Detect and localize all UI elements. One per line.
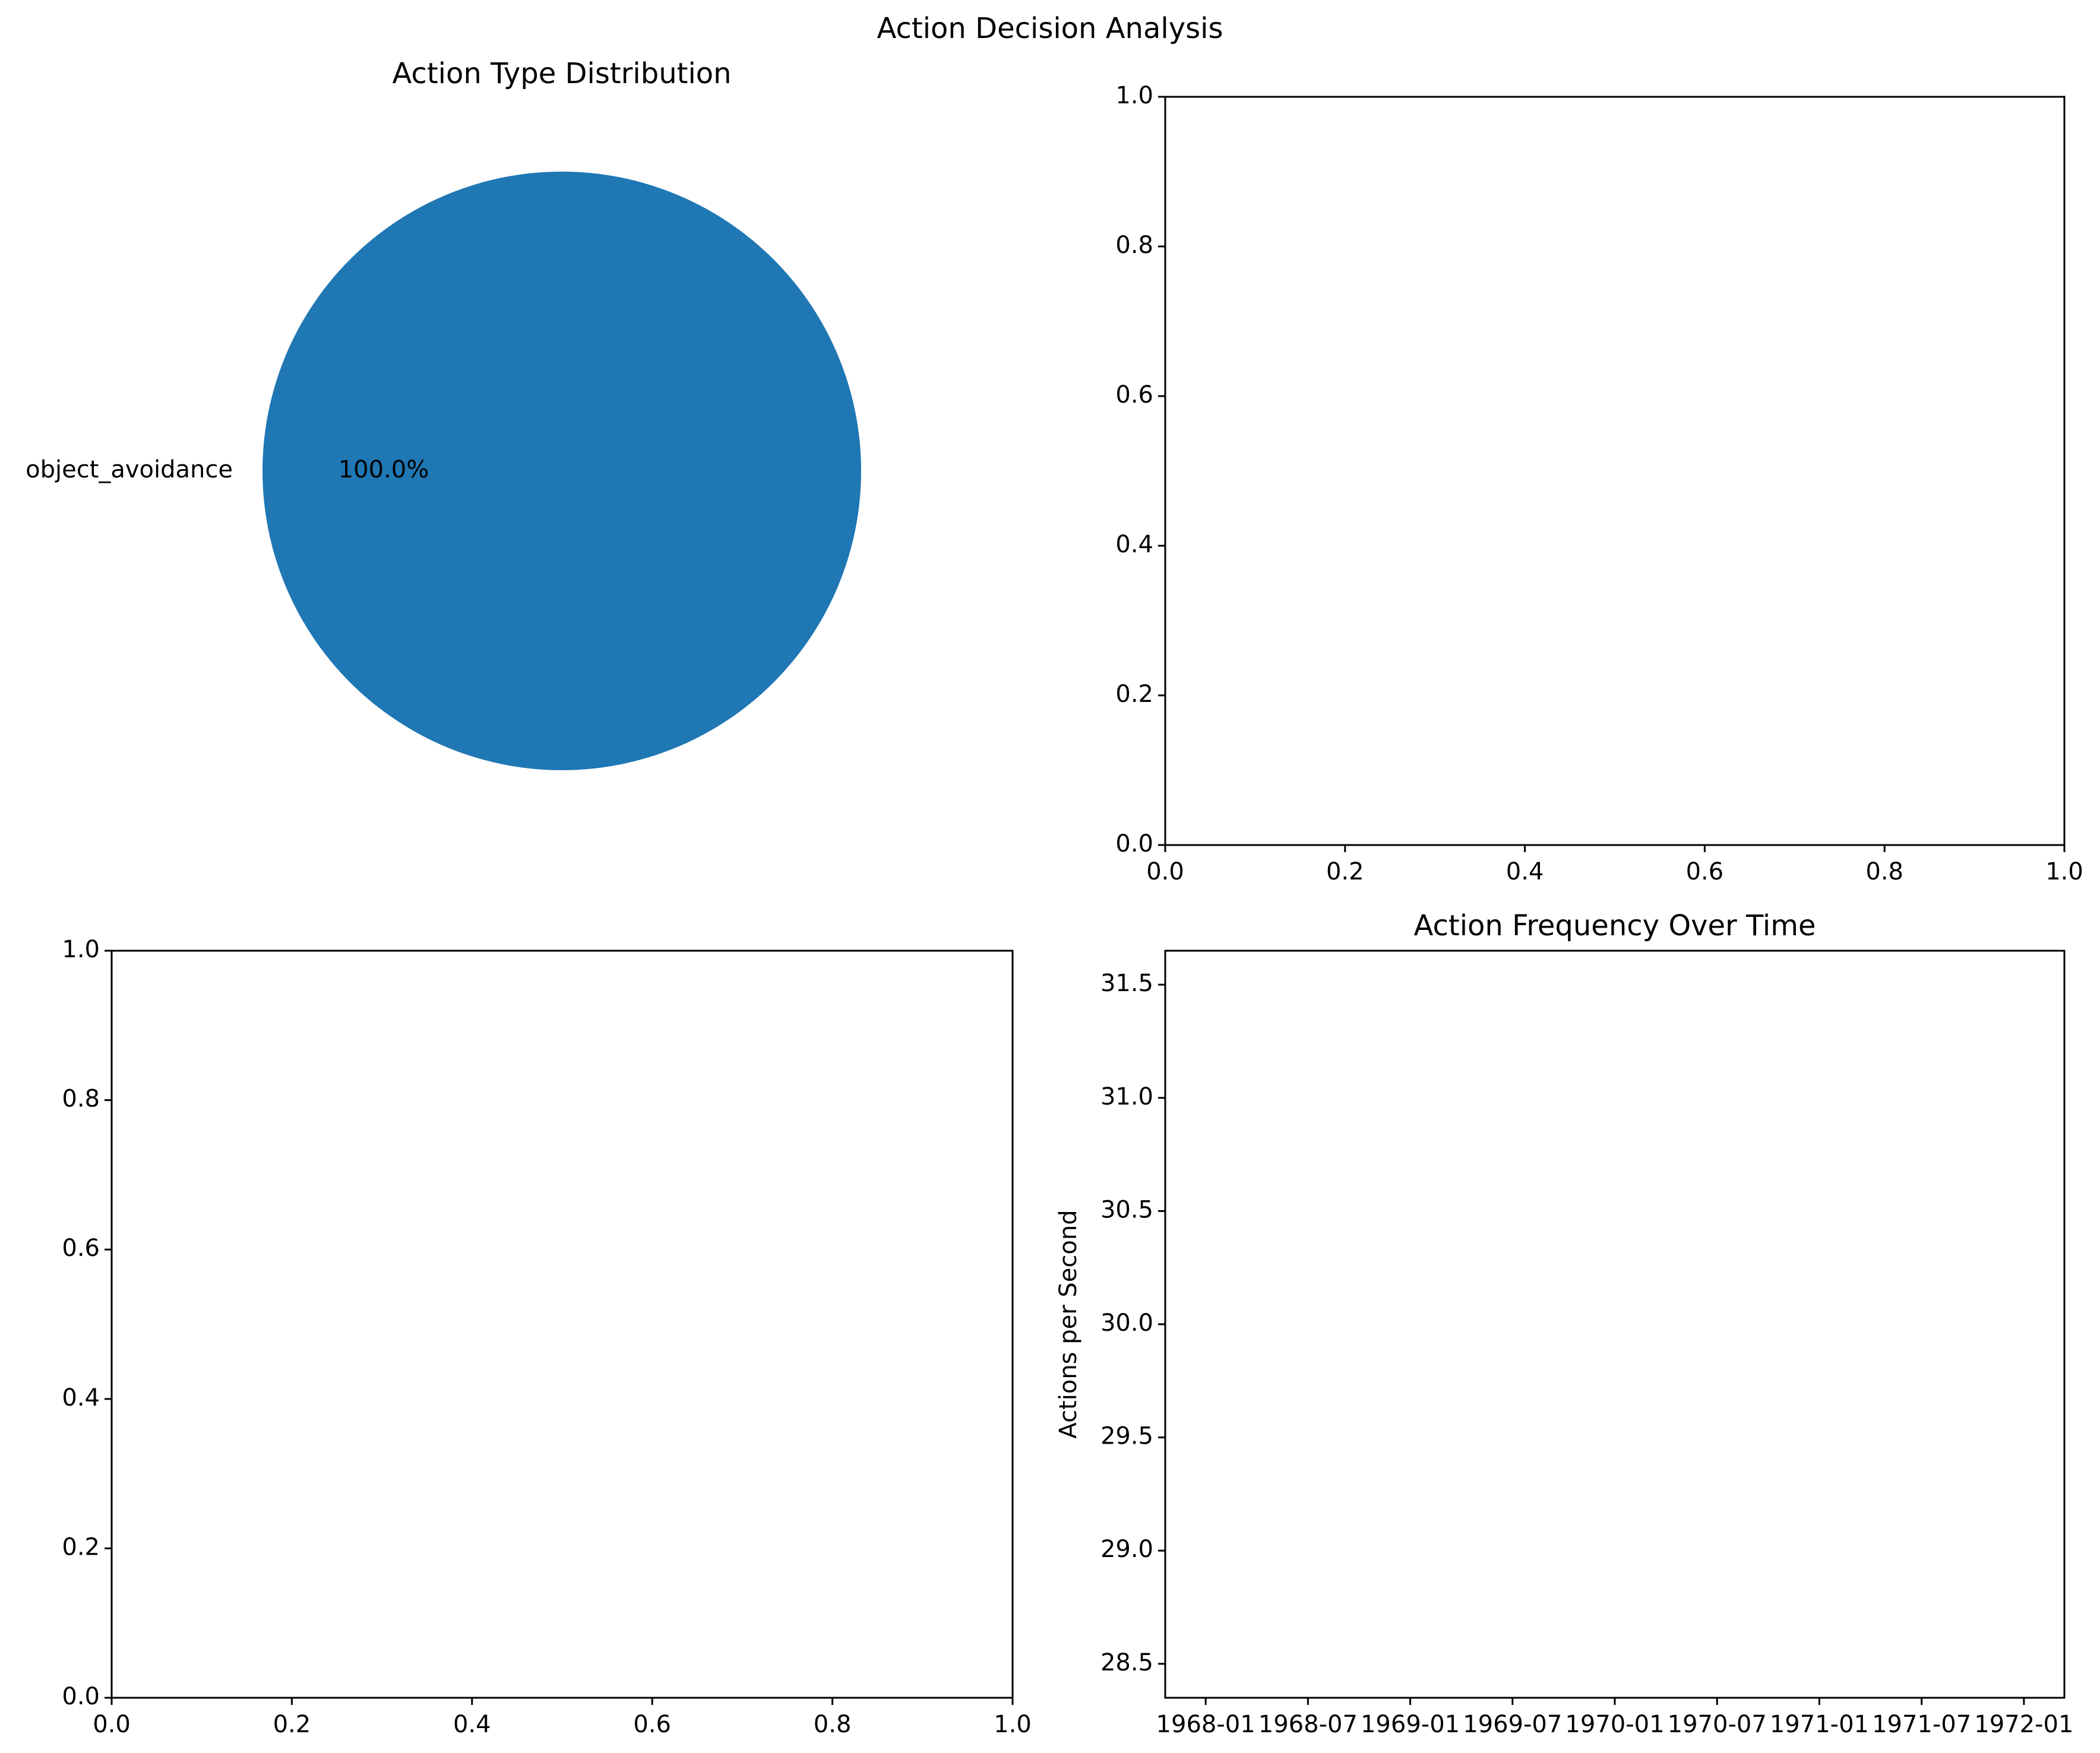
x-tick-label: 0.0 [93, 1711, 131, 1738]
x-tick-label: 1970-07 [1668, 1711, 1767, 1738]
axes-frame [1164, 950, 2066, 1699]
y-tick-label: 31.0 [1100, 1083, 1153, 1110]
y-tick-label: 0.8 [62, 1086, 100, 1113]
x-tick-label: 0.4 [453, 1711, 491, 1738]
y-tick-label: 0.8 [1115, 232, 1153, 259]
empty-axes-bottom-left: 0.0 0.2 0.4 0.6 0.8 1.0 0.0 0.2 0.4 0.6 0.8 1.0 [62, 936, 1031, 1738]
action-frequency-axes: 28.5 29.0 29.5 30.0 30.5 31.0 31.5 1968-01 1968-… [1055, 909, 2073, 1738]
axes-frame [1164, 96, 2066, 846]
x-tick-label: 1970-01 [1565, 1711, 1664, 1738]
y-tick-label: 0.2 [62, 1533, 100, 1561]
x-tick-label: 1971-07 [1872, 1711, 1971, 1738]
y-tick-label: 0.6 [1115, 381, 1153, 409]
y-tick-label: 0.0 [1115, 830, 1153, 857]
x-tick-label: 0.4 [1506, 858, 1544, 885]
pie-chart: Action Type Distribution object_avoidance… [26, 57, 861, 770]
x-tick-label: 0.8 [814, 1711, 852, 1738]
pie-autopct: 100.0% [339, 456, 429, 483]
pie-slice-object_avoidance [262, 172, 861, 770]
x-tick-label: 1968-07 [1258, 1711, 1358, 1738]
x-tick-label: 1969-07 [1463, 1711, 1562, 1738]
figure-title: Action Decision Analysis [877, 12, 1223, 45]
y-tick-label: 1.0 [1115, 82, 1153, 109]
x-tick-label: 0.0 [1146, 858, 1184, 885]
x-tick-label: 0.6 [1686, 858, 1724, 885]
y-tick-label: 30.0 [1100, 1309, 1153, 1337]
y-tick-label: 0.0 [62, 1683, 100, 1710]
axes-title: Action Frequency Over Time [1414, 909, 1816, 942]
x-tick-label: 0.6 [633, 1711, 671, 1738]
empty-axes-top-right: 0.0 0.2 0.4 0.6 0.8 1.0 0.0 0.2 0.4 0.6 0.8 1.0 [1115, 82, 2083, 885]
x-tick-label: 1972-01 [1974, 1711, 2073, 1738]
y-tick-label: 31.5 [1100, 970, 1153, 997]
y-tick-label: 30.5 [1100, 1196, 1153, 1223]
y-tick-label: 0.6 [62, 1235, 100, 1262]
x-tick-label: 1.0 [994, 1711, 1032, 1738]
y-tick-label: 0.4 [62, 1384, 100, 1412]
y-tick-label: 1.0 [62, 936, 100, 963]
y-tick-label: 0.4 [1115, 531, 1153, 558]
y-tick-label: 29.5 [1100, 1423, 1153, 1450]
axes-frame [110, 950, 1014, 1699]
y-tick-label: 0.2 [1115, 681, 1153, 708]
pie-label: object_avoidance [26, 456, 233, 483]
x-tick-label: 1968-01 [1156, 1711, 1255, 1738]
y-axis-label: Actions per Second [1055, 1210, 1082, 1438]
y-tick-label: 29.0 [1100, 1536, 1153, 1563]
pie-title: Action Type Distribution [392, 57, 731, 90]
x-tick-label: 1971-01 [1770, 1711, 1869, 1738]
x-tick-label: 1.0 [2045, 858, 2083, 885]
x-tick-label: 0.2 [1326, 858, 1364, 885]
x-tick-label: 0.8 [1865, 858, 1903, 885]
x-tick-label: 1969-01 [1361, 1711, 1460, 1738]
y-tick-label: 28.5 [1100, 1649, 1153, 1676]
x-tick-label: 0.2 [273, 1711, 311, 1738]
